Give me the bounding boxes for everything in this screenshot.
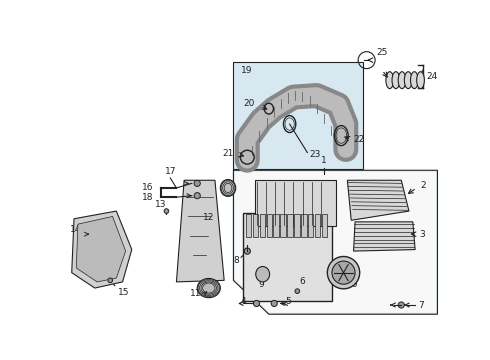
Bar	[315, 214, 320, 237]
Ellipse shape	[164, 209, 169, 213]
Ellipse shape	[386, 72, 393, 89]
Ellipse shape	[295, 289, 300, 293]
Bar	[273, 214, 279, 237]
Ellipse shape	[220, 180, 236, 197]
Ellipse shape	[194, 193, 200, 199]
Text: 6: 6	[300, 277, 305, 286]
Bar	[280, 214, 286, 237]
Ellipse shape	[256, 266, 270, 282]
Polygon shape	[347, 180, 409, 220]
Ellipse shape	[398, 72, 406, 89]
Text: 21: 21	[222, 149, 233, 158]
Text: 20: 20	[244, 99, 255, 108]
Text: 25: 25	[377, 48, 388, 57]
Ellipse shape	[244, 248, 250, 254]
Text: 4: 4	[240, 297, 245, 306]
Ellipse shape	[392, 72, 400, 89]
Ellipse shape	[108, 278, 113, 283]
Bar	[287, 214, 293, 237]
Bar	[244, 213, 332, 301]
Ellipse shape	[271, 300, 277, 306]
Ellipse shape	[327, 256, 360, 289]
Bar	[253, 214, 258, 237]
Bar	[245, 214, 251, 237]
Polygon shape	[235, 172, 436, 313]
Bar	[322, 214, 327, 237]
Text: 14: 14	[71, 225, 82, 234]
Ellipse shape	[404, 72, 412, 89]
Text: 22: 22	[354, 135, 365, 144]
Bar	[294, 214, 300, 237]
Text: 12: 12	[203, 213, 214, 222]
Bar	[260, 214, 265, 237]
Text: 7: 7	[418, 301, 424, 310]
Polygon shape	[176, 180, 224, 282]
Ellipse shape	[411, 72, 418, 89]
Text: 13: 13	[155, 200, 167, 209]
Bar	[255, 180, 336, 226]
Bar	[308, 214, 314, 237]
Ellipse shape	[398, 302, 404, 308]
Text: 9: 9	[258, 280, 264, 289]
Text: 17: 17	[165, 167, 176, 176]
Bar	[233, 62, 363, 169]
Ellipse shape	[194, 180, 200, 186]
Text: 5: 5	[286, 297, 292, 306]
Ellipse shape	[197, 278, 220, 298]
Ellipse shape	[253, 300, 260, 306]
Text: 19: 19	[241, 66, 253, 75]
Text: 23: 23	[309, 150, 320, 159]
Bar	[301, 214, 307, 237]
Polygon shape	[354, 222, 415, 251]
Bar	[267, 214, 272, 237]
Text: 10: 10	[347, 280, 359, 289]
Polygon shape	[72, 211, 132, 288]
Polygon shape	[76, 216, 125, 282]
Text: 24: 24	[426, 72, 437, 81]
Polygon shape	[233, 170, 438, 314]
Text: 11: 11	[190, 289, 201, 298]
Text: 1: 1	[321, 156, 327, 165]
Text: 16: 16	[142, 184, 153, 193]
Text: 8: 8	[234, 256, 240, 265]
Ellipse shape	[416, 72, 424, 89]
Text: 2: 2	[420, 181, 426, 190]
Text: 15: 15	[118, 288, 129, 297]
Text: 18: 18	[142, 193, 153, 202]
Text: 3: 3	[419, 230, 425, 239]
Ellipse shape	[332, 261, 355, 284]
